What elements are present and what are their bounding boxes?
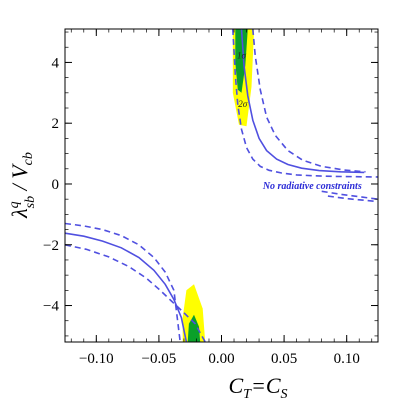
x-tick-label: 0.00 — [208, 351, 234, 367]
curve-5 — [327, 195, 378, 203]
curve-6 — [65, 232, 188, 342]
curve-8 — [65, 244, 206, 342]
curve-4 — [321, 190, 378, 200]
region-3 — [182, 284, 206, 342]
x-tick-label: 0.05 — [271, 351, 297, 367]
y-tick-label: −4 — [43, 299, 59, 315]
y-tick-label: −2 — [43, 238, 59, 254]
curve-1 — [240, 29, 365, 174]
x-axis-title: CT=CS — [228, 373, 287, 402]
region-2 — [235, 29, 248, 93]
y-tick-label: 2 — [52, 116, 60, 132]
region-4 — [187, 314, 201, 342]
y-tick-label: 4 — [52, 55, 60, 71]
x-tick-label: 0.10 — [334, 351, 360, 367]
sigma-label: 2σ — [238, 99, 248, 109]
curve-3 — [252, 29, 366, 173]
sigma-label: 1σ — [237, 50, 247, 60]
curve-7 — [65, 222, 181, 342]
x-tick-label: −0.05 — [142, 351, 177, 367]
annotation-no-radiative-constraints: No radiative constraints — [262, 181, 362, 192]
x-tick-label: −0.10 — [79, 351, 114, 367]
curve-2 — [232, 29, 378, 178]
y-axis-title: λqsb / Vcb — [7, 152, 38, 219]
y-tick-label: 0 — [52, 177, 60, 193]
